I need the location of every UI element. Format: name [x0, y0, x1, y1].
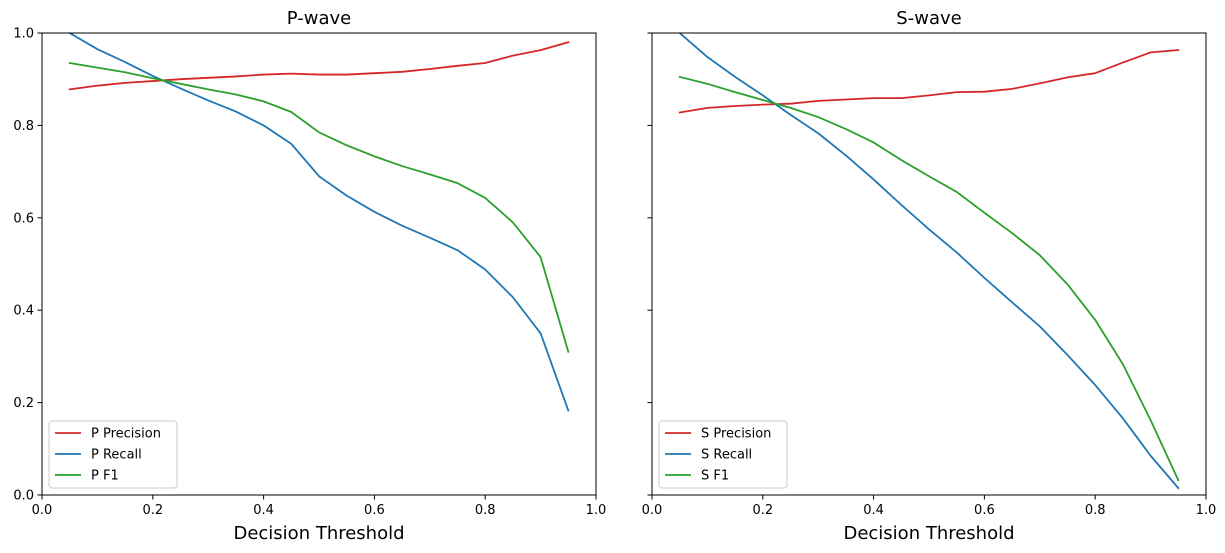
s-wave-legend-s-precision-label: S Precision: [701, 427, 771, 442]
p-wave-y-tick-label: 0.8: [13, 119, 34, 134]
p-wave-legend-p-precision-label: P Precision: [91, 427, 161, 442]
p-wave-x-tick-label: 0.2: [142, 503, 163, 518]
s-wave-x-tick-label: 0.4: [863, 503, 884, 518]
s-wave-s-recall-line: [678, 33, 1180, 490]
s-wave-panel: S-wave 0.0 0.2 0.4 0.6 0.8 1.0 S Precision S Re…: [642, 8, 1217, 544]
s-wave-legend-box: [658, 420, 788, 489]
p-wave-y-tick-label: 1.0: [13, 27, 34, 42]
s-wave-x-tick-label: 0.8: [1085, 503, 1106, 518]
p-wave-x-tick-label: 0.0: [32, 503, 53, 518]
p-wave-x-tick-label: 0.4: [253, 503, 274, 518]
p-wave-x-tick-label: 0.8: [475, 503, 496, 518]
s-wave-x-tick-label: 0.6: [974, 503, 995, 518]
p-wave-panel: P-wave 0.0 0.2 0.4 0.6 0.8 1.0 0.0 0.2 0.4 0.6 0.8…: [13, 8, 606, 544]
s-wave-x-tick-label: 0.0: [642, 503, 663, 518]
p-wave-y-tick-label: 0.0: [13, 489, 34, 504]
p-wave-plot-area: 0.0 0.2 0.4 0.6 0.8 1.0 0.0 0.2 0.4 0.6 0.8 1.0 P Pr…: [13, 27, 606, 519]
p-wave-axes-frame: [41, 32, 597, 496]
s-wave-x-axis-label: Decision Threshold: [843, 523, 1014, 544]
s-wave-x-tick-label: 1.0: [1196, 503, 1217, 518]
p-wave-x-axis-label: Decision Threshold: [233, 523, 404, 544]
p-wave-y-tick-label: 0.4: [13, 304, 34, 319]
s-wave-s-precision-line: [678, 49, 1180, 114]
p-wave-x-tick-label: 1.0: [586, 503, 607, 518]
p-wave-p-precision-line: [68, 41, 570, 91]
s-wave-plot-area: 0.0 0.2 0.4 0.6 0.8 1.0 S Precision S Recall S F…: [642, 32, 1217, 518]
p-wave-p-f1-line: [68, 61, 570, 353]
s-wave-axes-frame: [651, 32, 1207, 496]
s-wave-s-f1-line: [678, 75, 1180, 482]
s-wave-legend: S Precision S Recall S F1: [658, 420, 788, 489]
p-wave-legend: P Precision P Recall P F1: [48, 420, 178, 489]
p-wave-y-tick-label: 0.2: [13, 396, 34, 411]
s-wave-legend-s-f1-label: S F1: [701, 469, 729, 484]
p-wave-y-tick-label: 0.6: [13, 211, 34, 226]
s-wave-title: S-wave: [896, 8, 961, 29]
s-wave-legend-s-recall-label: S Recall: [701, 448, 752, 463]
p-wave-legend-box: [48, 420, 178, 489]
p-wave-p-recall-line: [68, 33, 570, 412]
s-wave-x-tick-label: 0.2: [752, 503, 773, 518]
p-wave-legend-p-f1-label: P F1: [91, 469, 119, 484]
p-wave-title: P-wave: [287, 8, 351, 29]
p-wave-x-tick-label: 0.6: [364, 503, 385, 518]
p-wave-legend-p-recall-label: P Recall: [91, 448, 142, 463]
